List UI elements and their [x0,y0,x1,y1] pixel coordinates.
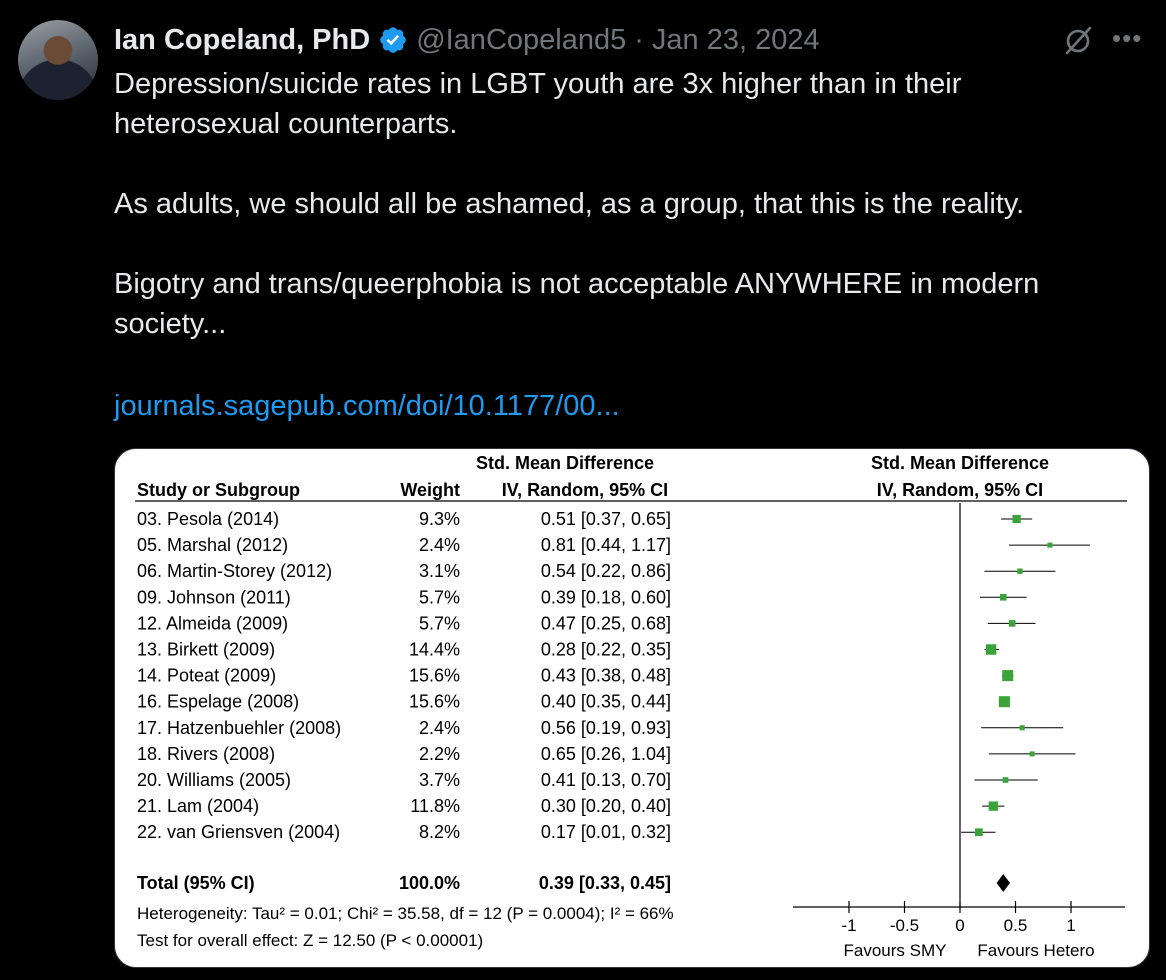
total-weight: 100.0% [399,873,460,893]
more-options-icon[interactable]: ••• [1112,23,1143,53]
study-name: 03. Pesola (2014) [137,509,279,529]
study-name: 14. Poteat (2009) [137,666,276,686]
study-ci: 0.65 [0.26, 1.04] [541,744,671,764]
study-name: 12. Almeida (2009) [137,613,288,633]
point-estimate [1012,514,1021,524]
study-ci: 0.40 [0.35, 0.44] [541,692,671,712]
study-name: 16. Espelage (2008) [137,692,299,712]
study-name: 13. Birkett (2009) [137,640,275,660]
point-estimate [975,828,983,837]
overall-test-text: Test for overall effect: Z = 12.50 (P < … [137,931,483,950]
study-ci: 0.81 [0.44, 1.17] [541,535,671,555]
point-estimate [1000,594,1007,601]
study-weight: 2.4% [419,535,460,555]
x-tick-label: 0.5 [1004,916,1028,935]
favours-right-label: Favours Hetero [977,941,1094,960]
point-estimate [988,801,998,811]
header-weight: Weight [400,480,460,500]
study-name: 21. Lam (2004) [137,796,259,816]
favours-left-label: Favours SMY [844,941,947,960]
tweet-link[interactable]: journals.sagepub.com/doi/10.1177/00... [114,390,620,422]
point-estimate [998,696,1010,708]
point-estimate [1002,777,1009,783]
study-ci: 0.56 [0.19, 0.93] [541,718,671,738]
study-name: 18. Rivers (2008) [137,744,275,764]
point-estimate [985,644,997,655]
x-tick-label: -1 [841,916,856,935]
total-diamond [996,874,1010,892]
study-ci: 0.39 [0.18, 0.60] [541,587,671,607]
header-plot-bottom: IV, Random, 95% CI [877,480,1043,500]
header-study: Study or Subgroup [137,480,300,500]
x-tick-label: 0 [955,916,964,935]
tweet-paragraph-3: Bigotry and trans/queerphobia is not acc… [114,268,1040,340]
study-name: 22. van Griensven (2004) [137,822,340,842]
point-estimate [1017,568,1023,574]
study-weight: 9.3% [419,509,460,529]
author-handle[interactable]: @IanCopeland5 [416,23,627,56]
study-weight: 15.6% [409,666,460,686]
x-tick-label: 1 [1066,916,1075,935]
point-estimate [1019,725,1025,731]
header-plot-top: Std. Mean Difference [871,453,1049,473]
tweet-header: Ian Copeland, PhD @IanCopeland5 · Jan 23… [114,22,820,58]
grok-icon[interactable] [1062,24,1094,56]
study-ci: 0.41 [0.13, 0.70] [541,770,671,790]
x-tick-label: -0.5 [890,916,919,935]
study-weight: 15.6% [409,692,460,712]
study-name: 05. Marshal (2012) [137,535,288,555]
header-effect-bottom: IV, Random, 95% CI [502,480,668,500]
study-weight: 5.7% [419,613,460,633]
study-weight: 5.7% [419,587,460,607]
tweet-paragraph-2: As adults, we should all be ashamed, as … [114,188,1025,220]
study-weight: 2.2% [419,744,460,764]
study-weight: 11.8% [410,796,460,816]
study-ci: 0.28 [0.22, 0.35] [541,640,671,660]
tweet-date[interactable]: Jan 23, 2024 [651,23,820,56]
point-estimate [1002,670,1014,682]
header-separator: · [634,23,644,56]
author-avatar[interactable] [18,20,98,100]
study-name: 17. Hatzenbuehler (2008) [137,718,341,738]
study-ci: 0.17 [0.01, 0.32] [541,822,671,842]
forest-plot-card[interactable]: Std. Mean Difference Std. Mean Difference… [114,448,1150,968]
total-label: Total (95% CI) [137,873,255,893]
author-name[interactable]: Ian Copeland, PhD [114,23,371,56]
study-weight: 8.2% [419,822,460,842]
tweet-paragraph-1: Depression/suicide rates in LGBT youth a… [114,68,962,140]
study-ci: 0.51 [0.37, 0.65] [541,509,671,529]
study-ci: 0.43 [0.38, 0.48] [541,666,671,686]
study-weight: 14.4% [409,640,460,660]
study-name: 20. Williams (2005) [137,770,291,790]
header-effect-top: Std. Mean Difference [476,453,654,473]
total-ci: 0.39 [0.33, 0.45] [539,873,671,893]
study-weight: 2.4% [419,718,460,738]
study-ci: 0.30 [0.20, 0.40] [541,796,671,816]
forest-plot: Std. Mean Difference Std. Mean Difference… [135,453,1127,960]
point-estimate [1047,542,1053,548]
study-weight: 3.1% [419,561,460,581]
study-ci: 0.54 [0.22, 0.86] [541,561,671,581]
study-name: 06. Martin-Storey (2012) [137,561,332,581]
study-name: 09. Johnson (2011) [137,587,291,607]
point-estimate [1008,620,1016,627]
tweet-body: Depression/suicide rates in LGBT youth a… [114,64,1134,344]
study-weight: 3.7% [419,770,460,790]
point-estimate [1029,751,1035,757]
heterogeneity-text: Heterogeneity: Tau² = 0.01; Chi² = 35.58… [137,904,674,923]
verified-badge-icon [380,27,406,53]
study-ci: 0.47 [0.25, 0.68] [541,613,671,633]
